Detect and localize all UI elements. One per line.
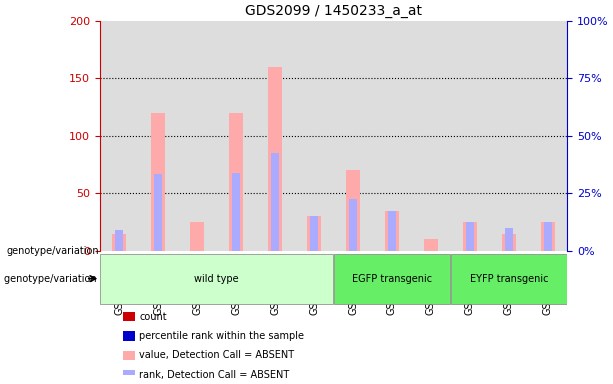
Bar (411, 21, 451, 251)
Bar (216, 21, 256, 251)
Bar (544, 222, 552, 251)
Bar (502, 234, 516, 251)
Bar (346, 170, 360, 251)
Bar (139, 21, 178, 251)
FancyBboxPatch shape (101, 254, 333, 303)
Text: value, Detection Call = ABSENT: value, Detection Call = ABSENT (139, 350, 294, 360)
Text: rank, Detection Call = ABSENT: rank, Detection Call = ABSENT (139, 370, 289, 380)
Text: percentile rank within the sample: percentile rank within the sample (139, 331, 304, 341)
Bar (123, 312, 135, 321)
Text: count: count (139, 312, 167, 322)
Bar (490, 21, 528, 251)
Bar (229, 113, 243, 251)
Bar (294, 21, 333, 251)
Bar (349, 199, 357, 251)
Bar (451, 21, 490, 251)
Bar (307, 217, 321, 251)
Text: EGFP transgenic: EGFP transgenic (352, 274, 432, 284)
Bar (373, 21, 411, 251)
Bar (151, 113, 165, 251)
Bar (154, 174, 162, 251)
Bar (112, 234, 126, 251)
Text: genotype/variation: genotype/variation (7, 246, 99, 256)
Text: wild type: wild type (194, 274, 239, 284)
Bar (388, 211, 396, 251)
Bar (310, 217, 318, 251)
Bar (190, 222, 204, 251)
FancyBboxPatch shape (334, 254, 450, 303)
Text: genotype/variation: genotype/variation (4, 274, 100, 284)
Bar (99, 21, 139, 251)
Title: GDS2099 / 1450233_a_at: GDS2099 / 1450233_a_at (245, 4, 422, 18)
Bar (541, 222, 555, 251)
Bar (268, 67, 282, 251)
Bar (424, 240, 438, 251)
Bar (256, 21, 294, 251)
Text: EYFP transgenic: EYFP transgenic (470, 274, 548, 284)
Bar (385, 211, 399, 251)
Bar (123, 370, 135, 379)
FancyBboxPatch shape (451, 254, 566, 303)
Bar (466, 222, 474, 251)
Bar (463, 222, 477, 251)
Bar (123, 331, 135, 341)
Bar (115, 230, 123, 251)
Bar (178, 21, 216, 251)
Bar (232, 173, 240, 251)
Bar (123, 351, 135, 360)
Bar (333, 21, 373, 251)
Bar (505, 228, 512, 251)
Bar (272, 153, 279, 251)
Bar (528, 21, 568, 251)
